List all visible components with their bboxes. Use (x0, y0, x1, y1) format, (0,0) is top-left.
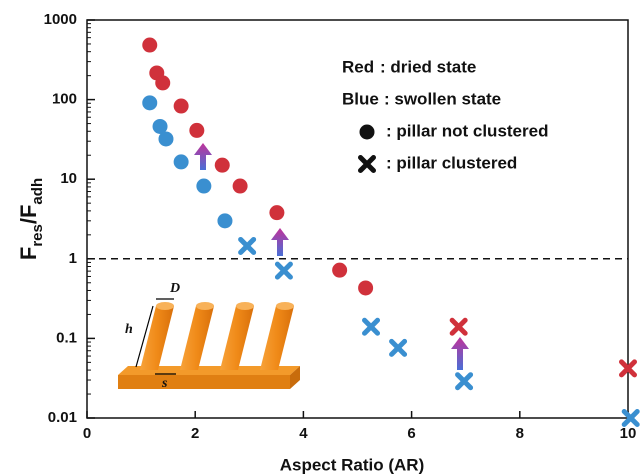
legend-marker (358, 155, 376, 173)
point (142, 37, 158, 53)
y-tick-label: 100 (52, 91, 77, 108)
y-label-part: F (16, 247, 41, 260)
y-label-subscript: res (29, 224, 46, 247)
point (214, 157, 230, 173)
y-tick-label: 10 (60, 170, 77, 187)
legend-key: Red (342, 57, 374, 76)
point (232, 178, 248, 194)
point (217, 213, 233, 229)
point (621, 409, 640, 427)
y-label-subscript: adh (29, 178, 46, 205)
point (152, 118, 168, 134)
transition-arrows (194, 143, 469, 370)
y-label-part: /F (16, 205, 41, 225)
point (362, 317, 381, 336)
y-tick-label: 1000 (44, 11, 77, 28)
x-tick-label: 0 (83, 425, 91, 442)
point (142, 95, 158, 111)
point (196, 178, 212, 194)
point (274, 261, 293, 280)
x-tick-label: 6 (407, 425, 415, 442)
inset-label: D (169, 281, 180, 296)
y-tick-label: 0.1 (56, 329, 77, 346)
legend-text: : pillar not clustered (386, 121, 548, 140)
legend-key: Blue (342, 89, 379, 108)
point (189, 122, 205, 138)
x-tick-label: 8 (516, 425, 524, 442)
point (173, 98, 189, 114)
point (358, 280, 374, 296)
plot-frame (86, 19, 629, 419)
point (158, 131, 174, 147)
y-axis-label: Fres/Fadh (16, 178, 47, 260)
inset-label: s (161, 376, 168, 391)
point (619, 359, 637, 378)
point (238, 236, 257, 255)
point (449, 317, 468, 336)
x-tick-label: 10 (620, 425, 637, 442)
legend-text: : pillar clustered (386, 153, 517, 172)
point (455, 372, 474, 391)
point (389, 338, 408, 357)
legend-marker (359, 124, 375, 140)
legend-text: : dried state (380, 57, 476, 76)
x-axis-label: Aspect Ratio (AR) (280, 455, 425, 474)
inset-label: h (125, 322, 133, 337)
y-tick-label: 1 (69, 250, 77, 267)
x-tick-label: 4 (299, 425, 308, 442)
point (332, 262, 348, 278)
x-tick-label: 2 (191, 425, 199, 442)
point (173, 154, 189, 170)
point (155, 75, 171, 91)
legend-text: : swollen state (384, 89, 501, 108)
y-tick-label: 0.01 (48, 409, 77, 426)
pillar-inset: D h s (118, 281, 300, 391)
point (269, 205, 285, 221)
